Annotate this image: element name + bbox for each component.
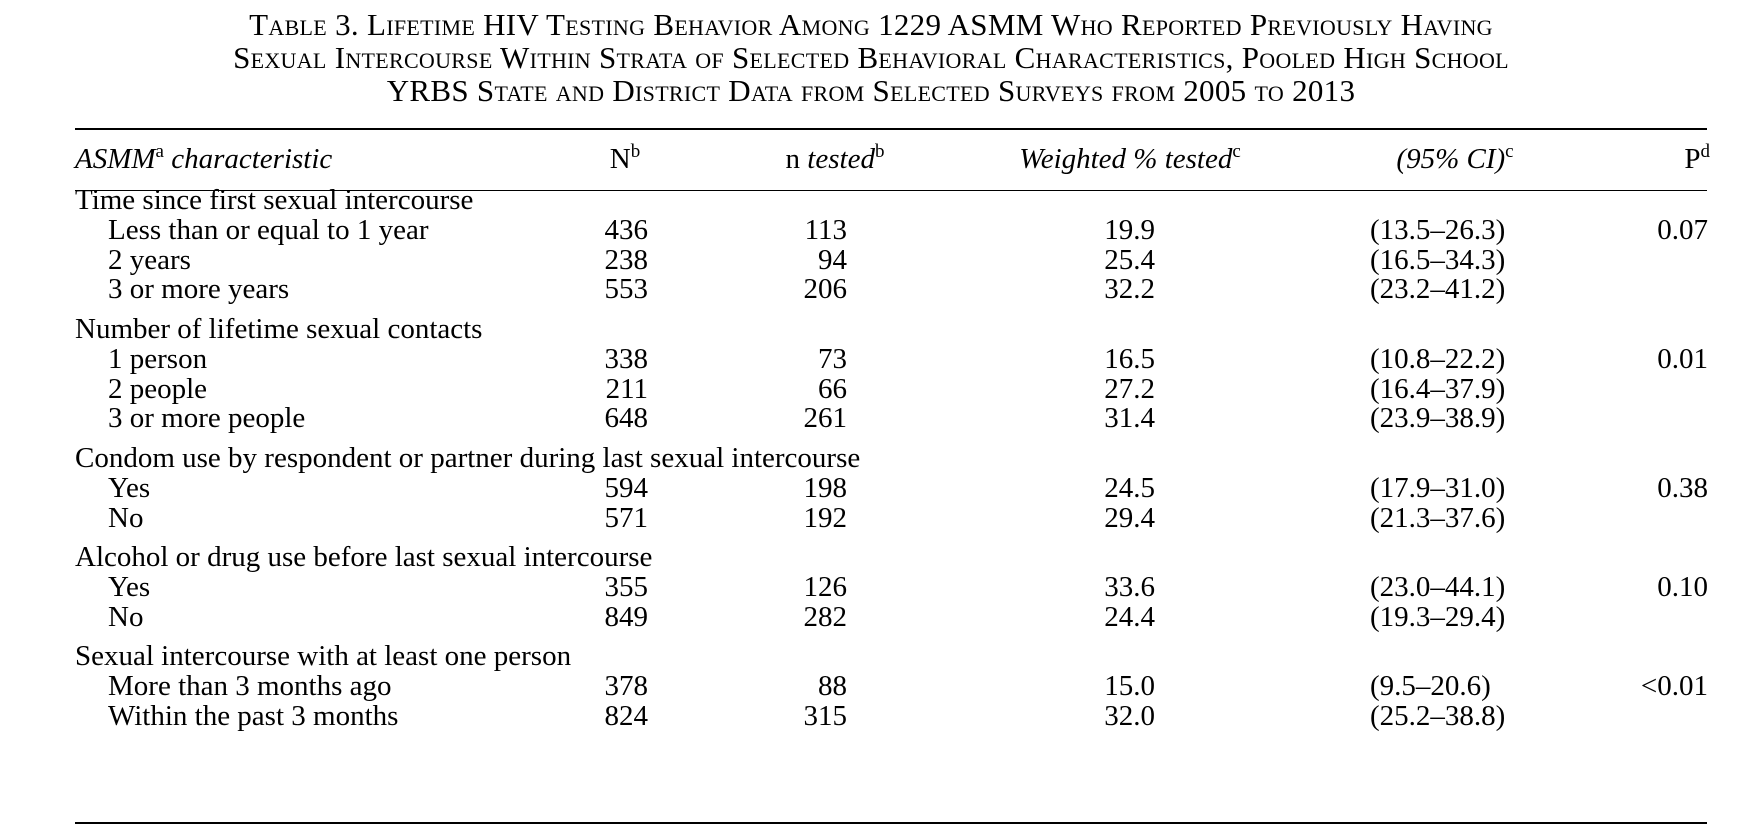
cell-weighted-pct: 31.4 xyxy=(1104,402,1155,435)
cell-weighted-pct: 32.0 xyxy=(1104,699,1155,732)
header-n-tested: n testedb xyxy=(785,141,885,175)
cell-n-tested: 282 xyxy=(803,600,848,633)
cell-ci: (23.0–44.1) xyxy=(1370,570,1506,603)
group-title: Alcohol or drug use before last sexual i… xyxy=(75,541,653,573)
row-label: 2 years xyxy=(108,243,191,276)
group-title: Time since first sexual intercourse xyxy=(75,184,474,216)
cell-n-tested: 73 xyxy=(818,342,847,375)
row-label: Less than or equal to 1 year xyxy=(108,213,429,246)
cell-n-tested: 192 xyxy=(803,501,848,534)
cell-n: 594 xyxy=(604,471,649,504)
cell-weighted-pct: 33.6 xyxy=(1104,570,1155,603)
cell-n: 355 xyxy=(604,570,649,603)
cell-weighted-pct: 16.5 xyxy=(1104,342,1155,375)
row-label: No xyxy=(108,501,144,534)
group-title: Number of lifetime sexual contacts xyxy=(75,313,483,345)
cell-n: 338 xyxy=(604,342,649,375)
row-label: No xyxy=(108,600,144,633)
cell-n: 238 xyxy=(604,243,649,276)
cell-n-tested: 88 xyxy=(818,669,847,702)
cell-n-tested: 315 xyxy=(803,699,848,732)
cell-p-value: 0.07 xyxy=(1657,213,1708,246)
caption-line-2: Sexual Intercourse Within Strata of Sele… xyxy=(233,40,1509,75)
cell-n: 648 xyxy=(604,402,649,435)
cell-ci: (17.9–31.0) xyxy=(1370,471,1506,504)
group-title: Condom use by respondent or partner duri… xyxy=(75,442,861,474)
cell-n: 436 xyxy=(604,213,649,246)
bottom-rule xyxy=(75,822,1707,824)
cell-weighted-pct: 24.4 xyxy=(1104,600,1155,633)
cell-ci: (13.5–26.3) xyxy=(1370,213,1506,246)
cell-p-value: 0.01 xyxy=(1657,342,1708,375)
cell-ci: (16.4–37.9) xyxy=(1370,372,1506,405)
cell-n-tested: 198 xyxy=(803,471,848,504)
row-label: Within the past 3 months xyxy=(108,699,399,732)
table-caption: Table 3. Lifetime HIV Testing Behavior A… xyxy=(0,8,1742,107)
row-label: Yes xyxy=(108,471,151,504)
row-label: More than 3 months ago xyxy=(108,669,392,702)
cell-ci: (23.2–41.2) xyxy=(1370,273,1506,306)
cell-n: 211 xyxy=(605,372,648,405)
header-characteristic: ASMMa characteristic xyxy=(75,141,333,175)
header-ci: (95% CI)c xyxy=(1396,141,1514,175)
row-label: 2 people xyxy=(108,372,208,405)
cell-ci: (19.3–29.4) xyxy=(1370,600,1506,633)
cell-weighted-pct: 24.5 xyxy=(1104,471,1155,504)
cell-weighted-pct: 29.4 xyxy=(1104,501,1155,534)
row-label: 3 or more years xyxy=(108,273,290,306)
row-label: Yes xyxy=(108,570,151,603)
row-label: 1 person xyxy=(108,342,208,375)
header-weighted-pct: Weighted % testedc xyxy=(1019,141,1241,175)
top-rule xyxy=(75,128,1707,130)
cell-weighted-pct: 32.2 xyxy=(1104,273,1155,306)
cell-n: 849 xyxy=(604,600,649,633)
cell-n: 378 xyxy=(604,669,649,702)
cell-n-tested: 66 xyxy=(818,372,847,405)
cell-ci: (25.2–38.8) xyxy=(1370,699,1506,732)
cell-n-tested: 261 xyxy=(803,402,848,435)
cell-weighted-pct: 25.4 xyxy=(1104,243,1155,276)
cell-weighted-pct: 15.0 xyxy=(1104,669,1155,702)
cell-ci: (9.5–20.6) xyxy=(1370,669,1491,702)
header-n: Nb xyxy=(609,141,641,175)
cell-p-value: <0.01 xyxy=(1640,669,1708,702)
cell-p-value: 0.38 xyxy=(1657,471,1708,504)
cell-n-tested: 113 xyxy=(804,213,847,246)
cell-ci: (21.3–37.6) xyxy=(1370,501,1506,534)
header-p: Pd xyxy=(1684,141,1710,175)
caption-line-1: Table 3. Lifetime HIV Testing Behavior A… xyxy=(249,7,1493,42)
group-title: Sexual intercourse with at least one per… xyxy=(75,640,572,672)
row-label: 3 or more people xyxy=(108,402,306,435)
cell-n: 571 xyxy=(604,501,649,534)
cell-n-tested: 94 xyxy=(818,243,847,276)
cell-n: 824 xyxy=(604,699,649,732)
cell-ci: (16.5–34.3) xyxy=(1370,243,1506,276)
cell-ci: (10.8–22.2) xyxy=(1370,342,1506,375)
cell-ci: (23.9–38.9) xyxy=(1370,402,1506,435)
cell-n: 553 xyxy=(604,273,649,306)
cell-n-tested: 126 xyxy=(803,570,848,603)
cell-weighted-pct: 19.9 xyxy=(1104,213,1155,246)
caption-line-3: YRBS State and District Data from Select… xyxy=(386,73,1356,108)
cell-weighted-pct: 27.2 xyxy=(1104,372,1155,405)
cell-p-value: 0.10 xyxy=(1657,570,1708,603)
header-rule xyxy=(75,190,1707,191)
cell-n-tested: 206 xyxy=(803,273,848,306)
